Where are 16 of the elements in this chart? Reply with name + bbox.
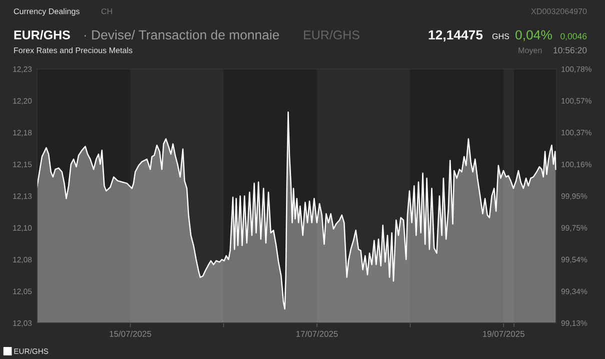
- text: 12,14475: [428, 30, 483, 42]
- text: 10:56:20: [554, 47, 587, 54]
- text: 0,04%: [516, 30, 552, 42]
- x-tick-label: 17/07/2025: [296, 330, 338, 337]
- chart-title: EUR/GHS: [14, 30, 70, 40]
- text: EUR/GHS: [304, 30, 360, 40]
- x-tick-label: 19/07/2025: [483, 330, 524, 337]
- text: 0,0046: [560, 33, 587, 40]
- text: Forex Rates and Precious Metals: [14, 47, 132, 54]
- x-tick-label: 15/07/2025: [110, 330, 152, 337]
- text: XD0032064970: [531, 8, 587, 14]
- text: Moyen: [518, 48, 542, 55]
- chart-subtitle: · Devise/ Transaction de monnaie: [84, 30, 279, 40]
- text: Currency Dealings: [14, 8, 80, 16]
- text: GHS: [492, 33, 510, 40]
- text: CH: [101, 8, 112, 14]
